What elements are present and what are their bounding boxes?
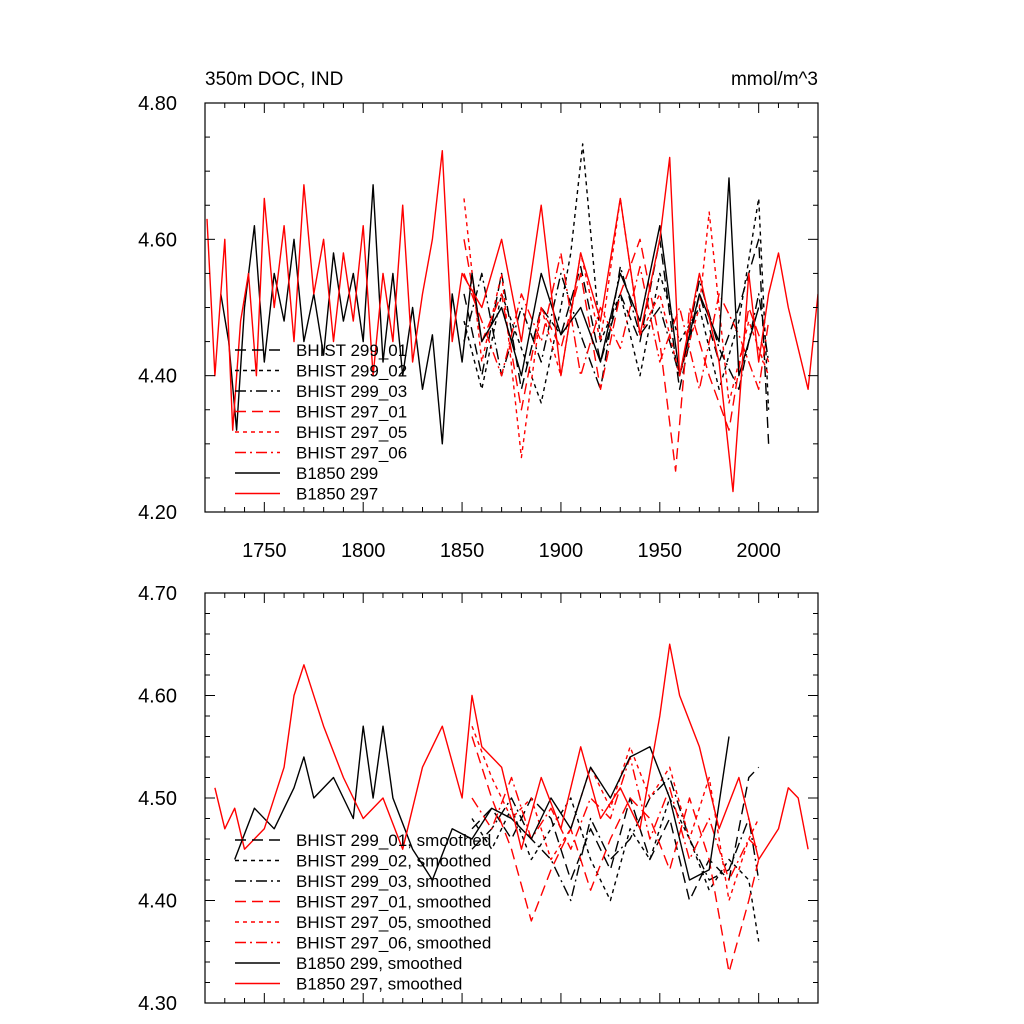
bottom-legend-label-2: BHIST 299_03, smoothed <box>296 872 491 891</box>
top-panel-title: 350m DOC, IND <box>205 69 343 90</box>
top-series-line-6 <box>220 177 760 445</box>
bottom-legend-label-0: BHIST 299_01, smoothed <box>296 831 491 850</box>
bottom-series-line-5 <box>471 756 760 881</box>
bottom-y-tick-label-0: 4.30 <box>138 993 177 1015</box>
bottom-legend-label-4: BHIST 297_05, smoothed <box>296 913 491 932</box>
top-x-tick-label-3: 1900 <box>539 540 584 562</box>
bottom-y-tick-label-2: 4.50 <box>138 788 177 810</box>
bottom-legend: BHIST 299_01, smoothed BHIST 299_02, smoo… <box>235 831 491 994</box>
top-y-tick-label-3: 4.80 <box>138 93 177 115</box>
bottom-legend-label-5: BHIST 297_06, smoothed <box>296 934 491 953</box>
top-legend-label-6: B1850 299 <box>296 464 378 483</box>
top-series-line-7 <box>206 149 818 493</box>
top-legend-label-5: BHIST 297_06 <box>296 444 407 463</box>
bottom-series-line-7 <box>214 643 809 861</box>
bottom-y-tick-label-1: 4.40 <box>138 891 177 913</box>
bottom-series-line-1 <box>471 797 760 942</box>
top-legend-label-0: BHIST 299_01 <box>296 341 407 360</box>
top-x-tick-label-2: 1850 <box>440 540 485 562</box>
top-x-tick-label-5: 2000 <box>736 540 781 562</box>
top-legend-label-1: BHIST 299_02 <box>296 362 407 381</box>
top-series-line-4 <box>463 197 770 459</box>
top-legend-label-7: B1850 297 <box>296 485 378 504</box>
bottom-series-line-2 <box>471 776 760 902</box>
bottom-series-line-3 <box>471 736 760 973</box>
top-panel: 350m DOC, IND mmol/m^3 1750 1800 1850 1900 1… <box>138 69 819 562</box>
top-series-line-5 <box>463 252 770 390</box>
top-legend-label-3: BHIST 297_01 <box>296 403 407 422</box>
bottom-legend-label-3: BHIST 297_01, smoothed <box>296 893 491 912</box>
top-y-tick-label-0: 4.20 <box>138 502 177 524</box>
top-panel-units: mmol/m^3 <box>731 69 818 90</box>
bottom-y-tick-label-3: 4.60 <box>138 686 177 708</box>
top-x-tick-label-0: 1750 <box>242 540 287 562</box>
top-series-line-0 <box>463 238 770 444</box>
top-y-tick-label-2: 4.60 <box>138 229 177 251</box>
top-legend-label-4: BHIST 297_05 <box>296 423 407 442</box>
bottom-series-line-6 <box>234 725 730 881</box>
top-y-tick-label-1: 4.40 <box>138 366 177 388</box>
bottom-legend-label-7: B1850 297, smoothed <box>296 975 462 994</box>
top-x-tick-label-4: 1950 <box>638 540 683 562</box>
top-x-tick-label-1: 1800 <box>341 540 386 562</box>
bottom-legend-label-1: BHIST 299_02, smoothed <box>296 852 491 871</box>
top-legend-label-2: BHIST 299_03 <box>296 382 407 401</box>
bottom-panel: 4.30 4.40 4.50 4.60 4.70 BHIST 299_01, smooth… <box>138 583 819 1015</box>
bottom-series-line-4 <box>471 725 760 902</box>
bottom-series-group <box>214 643 809 973</box>
bottom-legend-label-6: B1850 299, smoothed <box>296 954 462 973</box>
bottom-y-tick-label-4: 4.70 <box>138 583 177 605</box>
top-series-group <box>206 143 818 493</box>
top-series-line-3 <box>463 238 770 472</box>
